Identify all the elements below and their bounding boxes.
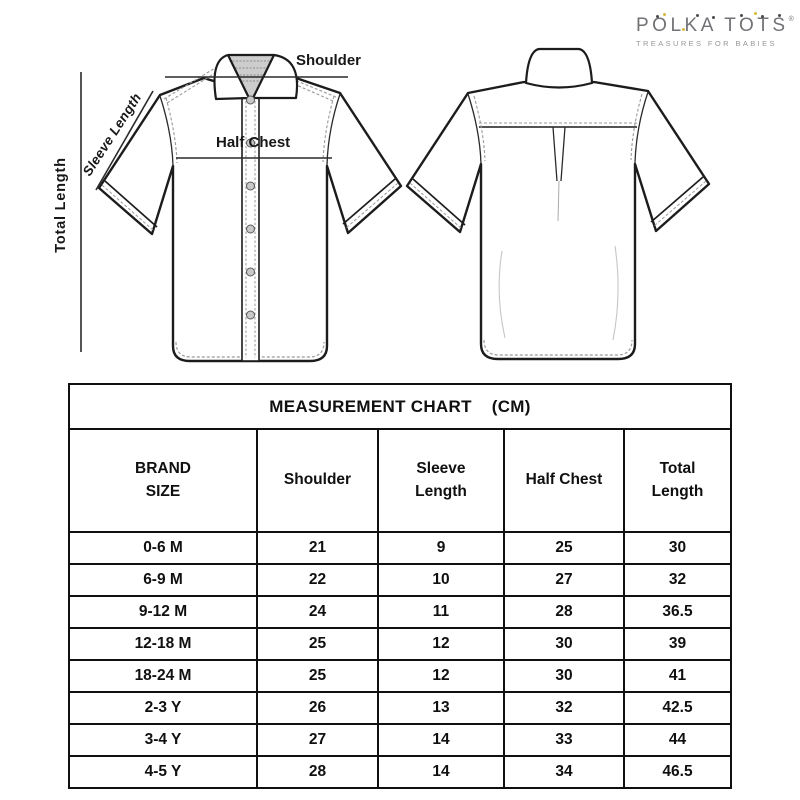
- col-header-half-chest: Half Chest: [503, 428, 625, 533]
- col-header-brand-size: BRAND SIZE: [68, 428, 258, 533]
- logo-dot: [754, 12, 757, 15]
- size-cell: 2-3 Y: [68, 691, 258, 725]
- collar: [213, 53, 299, 101]
- logo-wordmark: POLKA TOTS®: [636, 12, 794, 37]
- value-cell: 13: [377, 691, 505, 725]
- value-cell: 44: [622, 723, 733, 757]
- logo-dot: [682, 28, 685, 31]
- value-cell: 14: [377, 723, 505, 757]
- value-cell: 30: [503, 659, 625, 693]
- size-row: 9-12 M 24 11 28 36.5: [68, 595, 733, 629]
- size-row: 4-5 Y 28 14 34 46.5: [68, 755, 733, 789]
- unit-label: (CM): [491, 396, 531, 416]
- size-cell: 9-12 M: [68, 595, 258, 629]
- logo-dot: [761, 15, 764, 18]
- size-row: 6-9 M 22 10 27 32: [68, 563, 733, 597]
- logo-text: POLKA TOTS: [636, 15, 789, 36]
- size-row: 3-4 Y 27 14 33 44: [68, 723, 733, 757]
- table-title: MEASUREMENT CHART (CM): [67, 383, 733, 430]
- value-cell: 33: [503, 723, 625, 757]
- shirt-measurement-diagram: Shoulder Half Chest Sleeve Length Total …: [0, 0, 800, 382]
- size-row: 0-6 M 21 9 25 30: [68, 531, 733, 565]
- value-cell: 26: [256, 691, 379, 725]
- value-cell: 12: [377, 659, 505, 693]
- value-cell: 39: [622, 627, 733, 661]
- value-cell: 28: [256, 755, 379, 789]
- size-cell: 4-5 Y: [68, 755, 258, 789]
- shoulder-label: Shoulder: [296, 52, 362, 69]
- size-cell: 18-24 M: [68, 659, 258, 693]
- size-cell: 6-9 M: [68, 563, 258, 597]
- value-cell: 36.5: [622, 595, 733, 629]
- size-row: 18-24 M 25 12 30 41: [68, 659, 733, 693]
- value-cell: 24: [256, 595, 379, 629]
- logo-dot: [656, 15, 659, 18]
- value-cell: 10: [377, 563, 505, 597]
- shirt-front-illustration: [97, 53, 403, 363]
- col-header-shoulder: Shoulder: [256, 428, 379, 533]
- size-cell: 12-18 M: [68, 627, 258, 661]
- value-cell: 46.5: [622, 755, 733, 789]
- logo-dot: [740, 14, 743, 17]
- value-cell: 41: [622, 659, 733, 693]
- value-cell: 25: [256, 627, 379, 661]
- size-row: 12-18 M 25 12 30 39: [68, 627, 733, 661]
- value-cell: 30: [503, 627, 625, 661]
- value-cell: 11: [377, 595, 505, 629]
- logo-dot: [712, 16, 715, 19]
- value-cell: 25: [503, 531, 625, 565]
- size-cell: 0-6 M: [68, 531, 258, 565]
- value-cell: 22: [256, 563, 379, 597]
- value-cell: 30: [622, 531, 733, 565]
- col-header-total-length: Total Length: [622, 428, 733, 533]
- shirt-back-illustration: [405, 47, 711, 361]
- logo-tagline: TREASURES FOR BABIES: [636, 39, 777, 48]
- size-cell: 3-4 Y: [68, 723, 258, 757]
- logo-dot: [663, 13, 666, 16]
- value-cell: 32: [503, 691, 625, 725]
- total-length-label: Total Length: [53, 157, 69, 253]
- logo-dot: [778, 14, 781, 17]
- registered-trademark-icon: ®: [788, 16, 794, 23]
- value-cell: 27: [503, 563, 625, 597]
- size-row: 2-3 Y 26 13 32 42.5: [68, 691, 733, 725]
- value-cell: 25: [256, 659, 379, 693]
- logo-dot: [696, 14, 699, 17]
- value-cell: 34: [503, 755, 625, 789]
- value-cell: 21: [256, 531, 379, 565]
- half-chest-label: Half Chest: [216, 134, 291, 151]
- buttons: [246, 95, 255, 320]
- value-cell: 9: [377, 531, 505, 565]
- polka-tots-logo: POLKA TOTS® TREASURES FOR BABIES: [636, 12, 794, 48]
- value-cell: 42.5: [622, 691, 733, 725]
- measurement-table: MEASUREMENT CHART (CM) BRAND SIZE Shoulder…: [67, 383, 733, 789]
- box-pleat: [552, 126, 566, 222]
- value-cell: 12: [377, 627, 505, 661]
- col-header-sleeve-length: Sleeve Length: [377, 428, 505, 533]
- table-header-row: BRAND SIZE Shoulder Sleeve Length Half Che…: [68, 428, 733, 533]
- table-title-row: MEASUREMENT CHART (CM): [67, 383, 733, 430]
- back-collar-stand: [524, 47, 594, 89]
- value-cell: 14: [377, 755, 505, 789]
- value-cell: 32: [622, 563, 733, 597]
- value-cell: 28: [503, 595, 625, 629]
- value-cell: 27: [256, 723, 379, 757]
